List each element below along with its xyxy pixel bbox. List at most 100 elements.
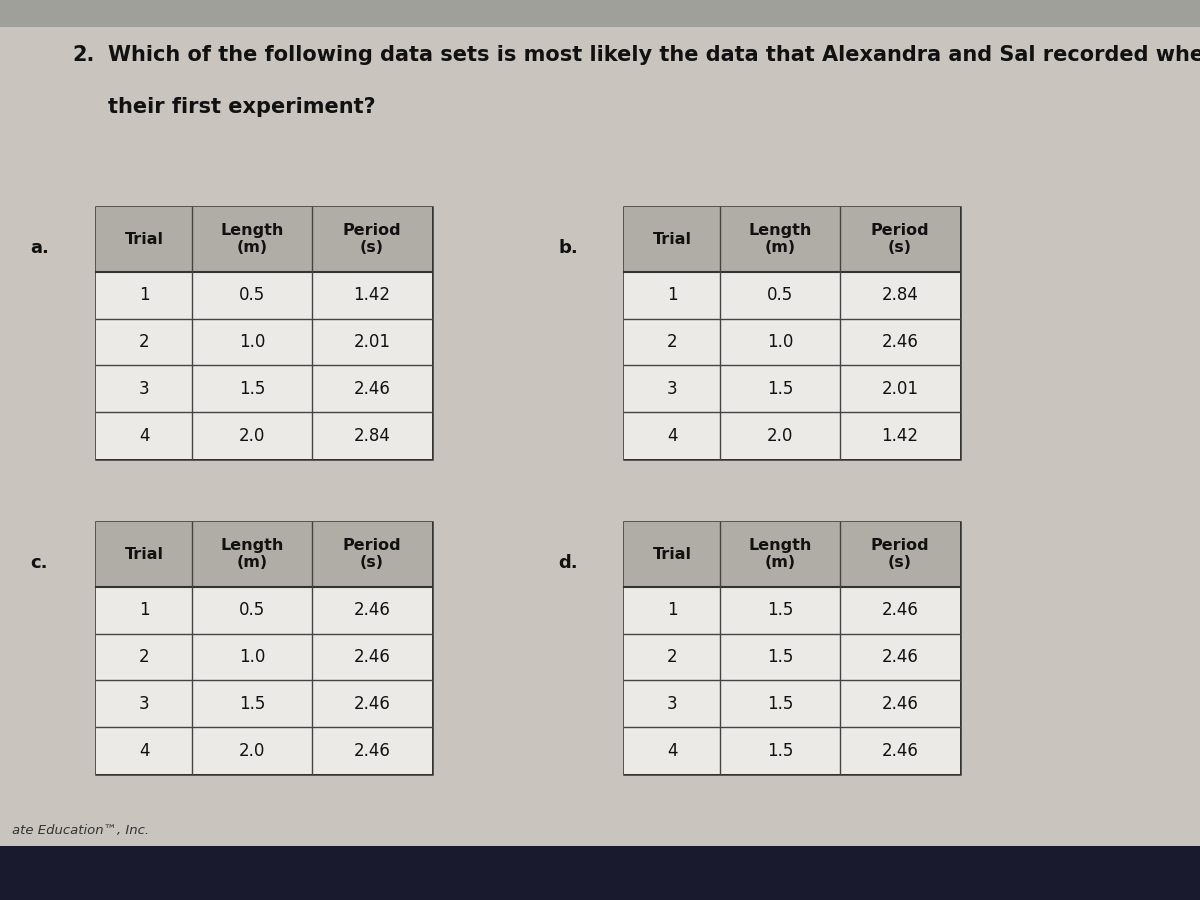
Text: 2.0: 2.0 <box>239 427 265 445</box>
Text: 0.5: 0.5 <box>767 286 793 304</box>
Text: 1.5: 1.5 <box>767 648 793 666</box>
Text: 1.0: 1.0 <box>767 333 793 351</box>
Text: Period: Period <box>871 538 929 554</box>
Bar <box>96 319 432 365</box>
Text: (s): (s) <box>888 240 912 256</box>
Text: 3: 3 <box>139 695 149 713</box>
Text: 2.46: 2.46 <box>354 601 390 619</box>
Bar <box>624 412 960 459</box>
Text: 2.46: 2.46 <box>354 380 390 398</box>
Text: 1.5: 1.5 <box>767 601 793 619</box>
Text: Trial: Trial <box>653 547 691 562</box>
Text: a.: a. <box>30 239 49 257</box>
Text: 2.46: 2.46 <box>354 648 390 666</box>
Bar <box>624 319 960 365</box>
Text: 2.01: 2.01 <box>354 333 390 351</box>
Text: 1.5: 1.5 <box>767 742 793 760</box>
Bar <box>624 634 960 680</box>
Text: Length: Length <box>221 223 283 238</box>
Bar <box>624 207 960 272</box>
Text: Length: Length <box>221 538 283 554</box>
Text: 1.5: 1.5 <box>767 380 793 398</box>
Bar <box>624 522 960 774</box>
Bar <box>624 365 960 412</box>
Text: Period: Period <box>343 538 401 554</box>
Bar <box>624 587 960 634</box>
Bar <box>624 680 960 727</box>
Bar <box>624 272 960 319</box>
Text: Trial: Trial <box>653 232 691 247</box>
Text: Length: Length <box>749 538 811 554</box>
Bar <box>96 412 432 459</box>
Bar <box>96 587 432 634</box>
Text: 1: 1 <box>139 601 149 619</box>
Text: 3: 3 <box>139 380 149 398</box>
Text: 1: 1 <box>667 601 677 619</box>
Text: 2.0: 2.0 <box>239 742 265 760</box>
Bar <box>96 522 432 774</box>
Text: (s): (s) <box>360 555 384 571</box>
Text: 2.46: 2.46 <box>354 742 390 760</box>
Text: 0.5: 0.5 <box>239 286 265 304</box>
Text: (m): (m) <box>236 240 268 256</box>
Text: (m): (m) <box>764 555 796 571</box>
Text: 2.01: 2.01 <box>882 380 918 398</box>
Text: (s): (s) <box>888 555 912 571</box>
Text: 4: 4 <box>667 427 677 445</box>
Text: 1.42: 1.42 <box>882 427 918 445</box>
Text: 2.46: 2.46 <box>882 648 918 666</box>
Text: ate Education™, Inc.: ate Education™, Inc. <box>12 824 149 837</box>
Text: b.: b. <box>558 239 577 257</box>
Text: Period: Period <box>871 223 929 238</box>
Text: 0.5: 0.5 <box>239 601 265 619</box>
Text: 1: 1 <box>139 286 149 304</box>
Bar <box>624 727 960 774</box>
Text: 3: 3 <box>667 380 677 398</box>
Text: 2: 2 <box>139 333 149 351</box>
Text: 2.84: 2.84 <box>882 286 918 304</box>
Text: 1.5: 1.5 <box>239 380 265 398</box>
Text: Trial: Trial <box>125 547 163 562</box>
Text: 2: 2 <box>667 333 677 351</box>
Text: Period: Period <box>343 223 401 238</box>
Text: 1.5: 1.5 <box>767 695 793 713</box>
Text: 3: 3 <box>667 695 677 713</box>
Text: d.: d. <box>558 554 577 572</box>
Text: 2: 2 <box>139 648 149 666</box>
Text: 2.0: 2.0 <box>767 427 793 445</box>
Text: Which of the following data sets is most likely the data that Alexandra and Sal : Which of the following data sets is most… <box>108 45 1200 65</box>
Text: c.: c. <box>30 554 48 572</box>
Text: 1: 1 <box>667 286 677 304</box>
Text: 1.0: 1.0 <box>239 333 265 351</box>
Text: 2.46: 2.46 <box>354 695 390 713</box>
Text: 2: 2 <box>667 648 677 666</box>
Text: Trial: Trial <box>125 232 163 247</box>
Text: (m): (m) <box>236 555 268 571</box>
Bar <box>0 846 1200 900</box>
Text: 1.5: 1.5 <box>239 695 265 713</box>
Text: 2.46: 2.46 <box>882 742 918 760</box>
Text: 4: 4 <box>667 742 677 760</box>
Bar <box>96 207 432 272</box>
Text: (m): (m) <box>764 240 796 256</box>
Bar <box>96 365 432 412</box>
Bar <box>96 272 432 319</box>
Bar <box>96 522 432 587</box>
Text: their first experiment?: their first experiment? <box>108 97 376 117</box>
Bar <box>96 680 432 727</box>
Text: 1.0: 1.0 <box>239 648 265 666</box>
Text: 2.46: 2.46 <box>882 695 918 713</box>
Bar <box>96 634 432 680</box>
Bar <box>96 727 432 774</box>
Text: 1.42: 1.42 <box>354 286 390 304</box>
Bar <box>0 0 1200 27</box>
Text: 2.46: 2.46 <box>882 333 918 351</box>
Text: Length: Length <box>749 223 811 238</box>
Text: 4: 4 <box>139 742 149 760</box>
Text: (s): (s) <box>360 240 384 256</box>
Text: 4: 4 <box>139 427 149 445</box>
Text: 2.46: 2.46 <box>882 601 918 619</box>
Bar <box>624 207 960 459</box>
Bar <box>624 522 960 587</box>
Text: 2.: 2. <box>72 45 95 65</box>
